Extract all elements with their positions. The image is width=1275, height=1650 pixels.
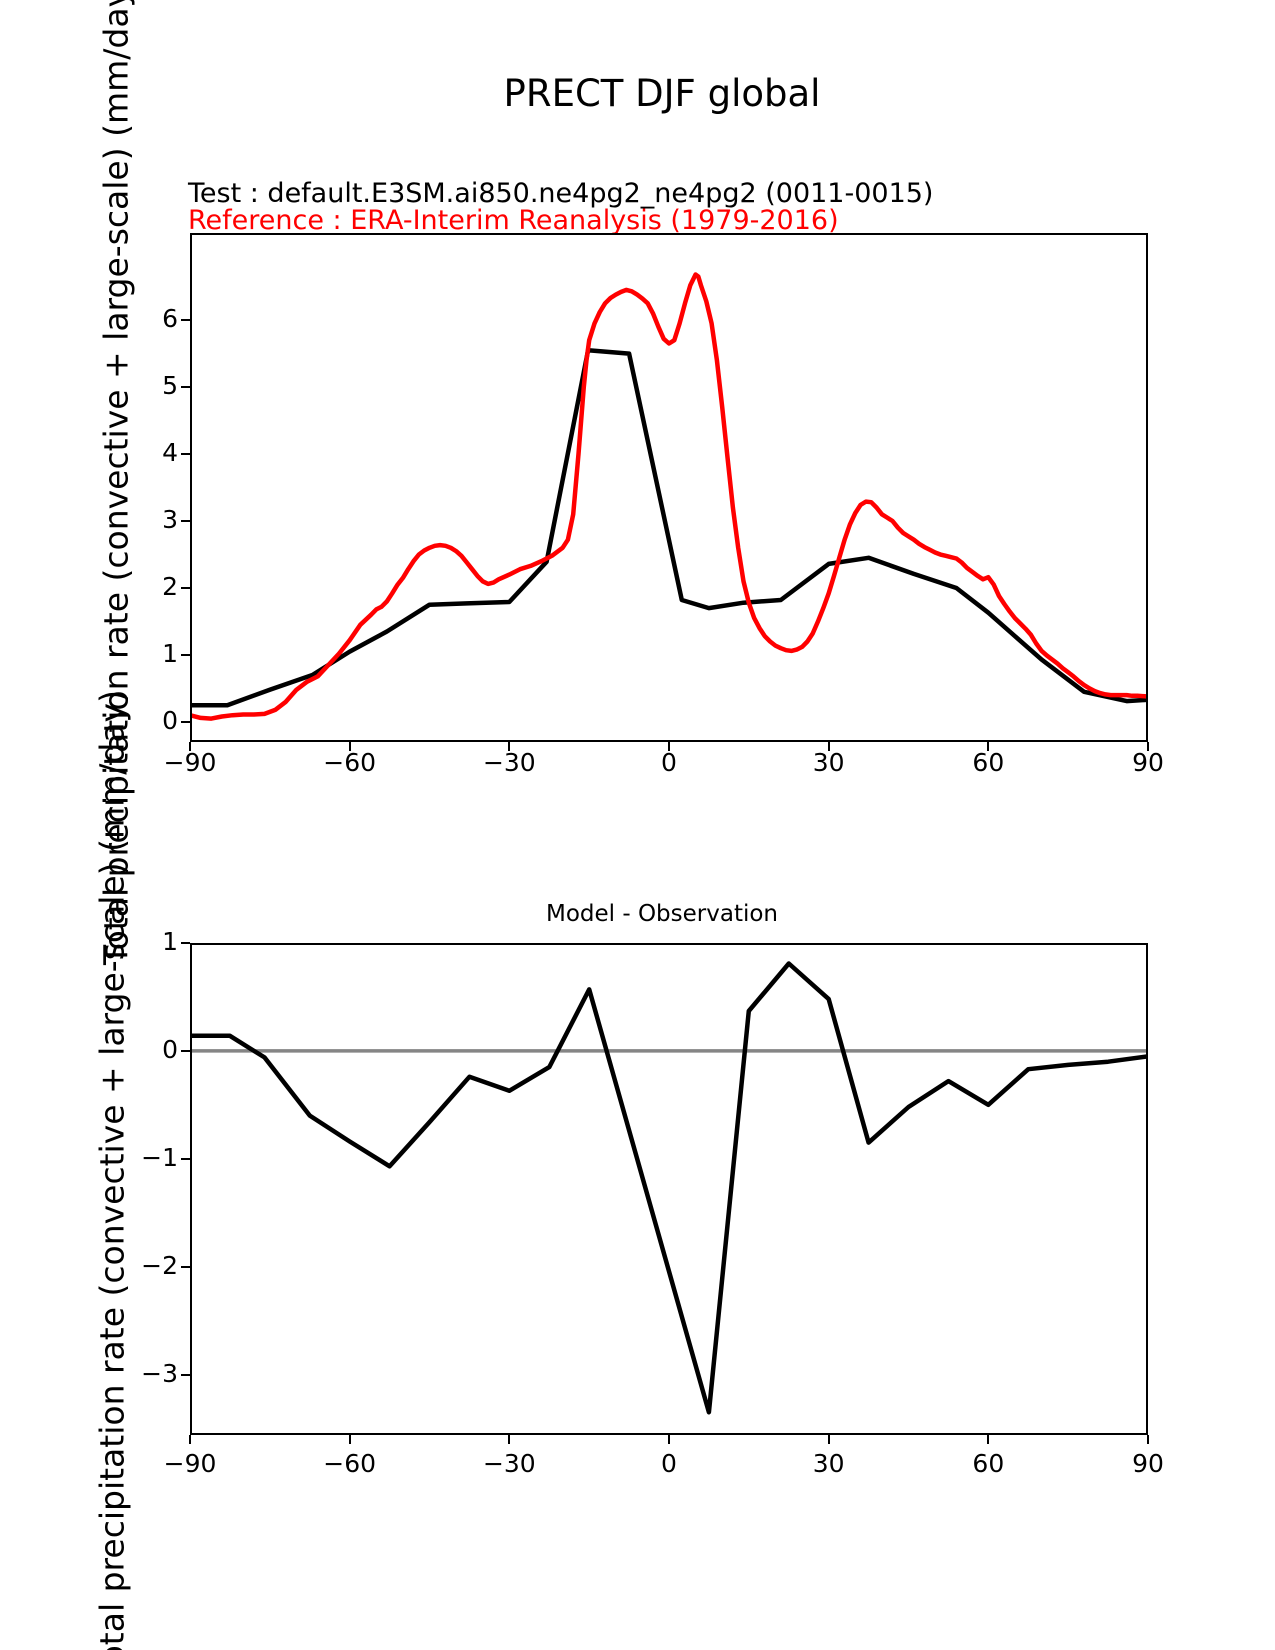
x-tick-mark <box>668 742 670 751</box>
chart-canvas <box>187 943 1151 1435</box>
y-tick-label: 0 <box>162 1034 178 1064</box>
x-tick-mark <box>668 1435 670 1444</box>
reference-line <box>187 272 1151 721</box>
y-tick-mark <box>181 519 190 522</box>
y-tick-label: −2 <box>141 1250 178 1280</box>
test-line <box>187 347 1151 708</box>
y-tick-label: 1 <box>162 927 178 956</box>
x-tick-label: 90 <box>1132 748 1164 777</box>
x-tick-label: −60 <box>323 1449 377 1478</box>
page-title: PRECT DJF global <box>503 72 821 115</box>
y-tick-mark <box>181 942 190 944</box>
x-tick-label: 60 <box>972 1449 1005 1478</box>
difference-line <box>187 961 1151 1415</box>
x-tick-mark <box>348 742 351 751</box>
y-tick-label: −1 <box>141 1142 178 1172</box>
x-tick-mark <box>1147 1435 1149 1444</box>
x-tick-mark <box>348 1435 351 1444</box>
x-tick-label: 0 <box>661 748 677 777</box>
x-tick-mark <box>987 742 990 751</box>
x-tick-mark <box>827 1435 830 1444</box>
x-tick-mark <box>508 1435 511 1444</box>
difference-plot-title: Model - Observation <box>545 901 779 927</box>
y-tick-mark <box>181 586 190 589</box>
x-tick-label: −30 <box>482 748 536 777</box>
axes-frame <box>190 233 1148 742</box>
x-tick-mark <box>189 1435 191 1444</box>
x-tick-label: −60 <box>323 748 377 777</box>
y-tick-label: 1 <box>162 638 178 668</box>
y-tick-mark <box>181 720 190 723</box>
x-tick-mark <box>1147 742 1149 751</box>
x-tick-label: 30 <box>812 1449 845 1478</box>
y-tick-mark <box>181 653 190 656</box>
y-tick-label: 6 <box>162 304 178 334</box>
test-run-label: Test : default.E3SM.ai850.ne4pg2_ne4pg2 … <box>188 178 934 209</box>
y-tick-mark <box>181 1265 190 1268</box>
y-tick-label: 5 <box>162 371 178 401</box>
x-tick-label: 30 <box>812 748 845 777</box>
top-plot-area <box>187 233 1151 742</box>
x-tick-label: −90 <box>163 1449 217 1478</box>
x-tick-mark <box>987 1435 990 1444</box>
y-tick-mark <box>181 1373 190 1376</box>
y-tick-mark <box>181 1049 190 1052</box>
y-tick-mark <box>181 319 190 322</box>
y-tick-mark <box>181 386 190 389</box>
y-tick-label: 4 <box>162 438 178 467</box>
x-tick-label: 90 <box>1132 1449 1164 1478</box>
y-tick-mark <box>181 453 190 455</box>
bottom-plot-area <box>187 943 1151 1435</box>
x-tick-mark <box>827 742 830 751</box>
x-tick-mark <box>508 742 511 751</box>
x-tick-label: 0 <box>661 1449 677 1478</box>
x-tick-label: −30 <box>482 1449 536 1478</box>
chart-canvas <box>187 233 1151 742</box>
y-tick-label: −3 <box>141 1358 178 1388</box>
y-tick-label: 3 <box>162 504 178 534</box>
y-tick-label: 0 <box>162 705 178 735</box>
x-tick-label: −90 <box>163 748 217 777</box>
reference-run-label: Reference : ERA-Interim Reanalysis (1979… <box>188 205 839 236</box>
x-tick-mark <box>189 742 191 751</box>
axes-frame <box>190 943 1148 1435</box>
x-tick-label: 60 <box>972 748 1005 777</box>
y-tick-label: 2 <box>162 571 178 601</box>
y-tick-mark <box>181 1157 190 1160</box>
